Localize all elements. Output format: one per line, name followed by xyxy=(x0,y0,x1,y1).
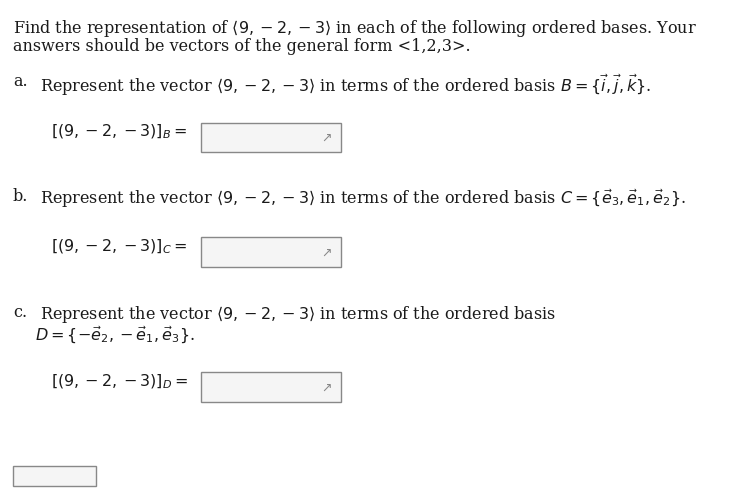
Text: b.: b. xyxy=(13,188,28,205)
FancyBboxPatch shape xyxy=(201,124,341,153)
Text: $[(9, -2, -3)]_D = $: $[(9, -2, -3)]_D = $ xyxy=(51,372,189,390)
Text: $\nearrow$: $\nearrow$ xyxy=(318,381,332,394)
Text: Find the representation of $\langle 9, -2, -3 \rangle$ in each of the following : Find the representation of $\langle 9, -… xyxy=(13,18,696,39)
FancyBboxPatch shape xyxy=(201,238,341,267)
Text: Represent the vector $\langle 9, -2, -3 \rangle$ in terms of the ordered basis $: Represent the vector $\langle 9, -2, -3 … xyxy=(35,188,686,210)
Text: $D = \{-\vec{e}_2, -\vec{e}_1, \vec{e}_3\}$.: $D = \{-\vec{e}_2, -\vec{e}_1, \vec{e}_3… xyxy=(35,324,195,345)
Text: $\nearrow$: $\nearrow$ xyxy=(318,246,332,259)
Text: $\nearrow$: $\nearrow$ xyxy=(318,132,332,145)
Text: $[(9, -2, -3)]_B = $: $[(9, -2, -3)]_B = $ xyxy=(51,123,187,141)
Text: Represent the vector $\langle 9, -2, -3 \rangle$ in terms of the ordered basis $: Represent the vector $\langle 9, -2, -3 … xyxy=(35,73,651,98)
Text: a.: a. xyxy=(13,73,27,90)
Text: Represent the vector $\langle 9, -2, -3 \rangle$ in terms of the ordered basis: Represent the vector $\langle 9, -2, -3 … xyxy=(35,303,556,324)
FancyBboxPatch shape xyxy=(13,466,95,486)
FancyBboxPatch shape xyxy=(201,373,341,402)
Text: c.: c. xyxy=(13,303,27,320)
Text: $[(9, -2, -3)]_C = $: $[(9, -2, -3)]_C = $ xyxy=(51,237,188,256)
Text: answers should be vectors of the general form <1,2,3>.: answers should be vectors of the general… xyxy=(13,38,470,55)
